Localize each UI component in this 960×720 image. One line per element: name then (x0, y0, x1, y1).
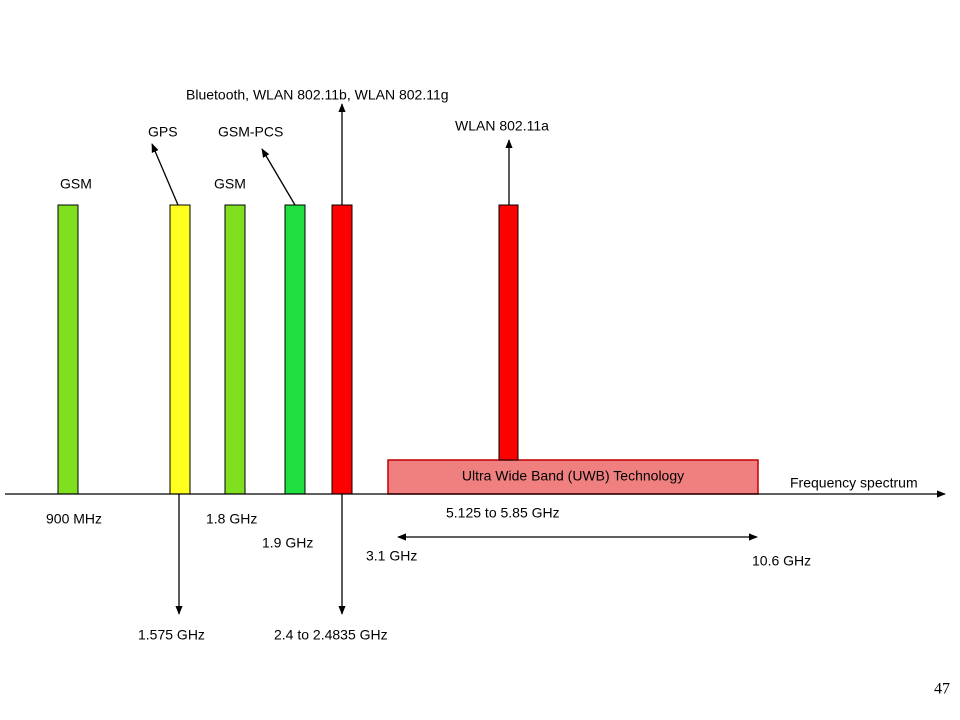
axis-label: Frequency spectrum (790, 475, 918, 491)
band-frequency: 5.125 to 5.85 GHz (446, 505, 560, 521)
band-frequency: 2.4 to 2.4835 GHz (274, 627, 388, 643)
pointer-arrow (151, 143, 179, 206)
uwb-end: 10.6 GHz (752, 553, 811, 569)
band-frequency: 1.9 GHz (262, 535, 313, 551)
page-number: 47 (934, 681, 950, 698)
band-name: Bluetooth, WLAN 802.11b, WLAN 802.11g (186, 87, 449, 103)
pointer-arrow (261, 148, 296, 206)
uwb-label: Ultra Wide Band (UWB) Technology (462, 468, 684, 484)
band-name: GPS (148, 124, 178, 140)
band-frequency: 1.8 GHz (206, 511, 257, 527)
band-bar (224, 204, 246, 495)
band-name: GSM (60, 176, 92, 192)
band-frequency: 900 MHz (46, 511, 102, 527)
band-bar (498, 204, 519, 461)
band-bar (284, 204, 306, 495)
uwb-block (387, 459, 759, 495)
band-bar (331, 204, 353, 495)
band-name: WLAN 802.11a (455, 118, 549, 134)
band-frequency: 1.575 GHz (138, 627, 205, 643)
band-bar (169, 204, 191, 495)
uwb-start: 3.1 GHz (366, 548, 417, 564)
band-name: GSM (214, 176, 246, 192)
band-name: GSM-PCS (218, 124, 283, 140)
band-bar (57, 204, 79, 495)
